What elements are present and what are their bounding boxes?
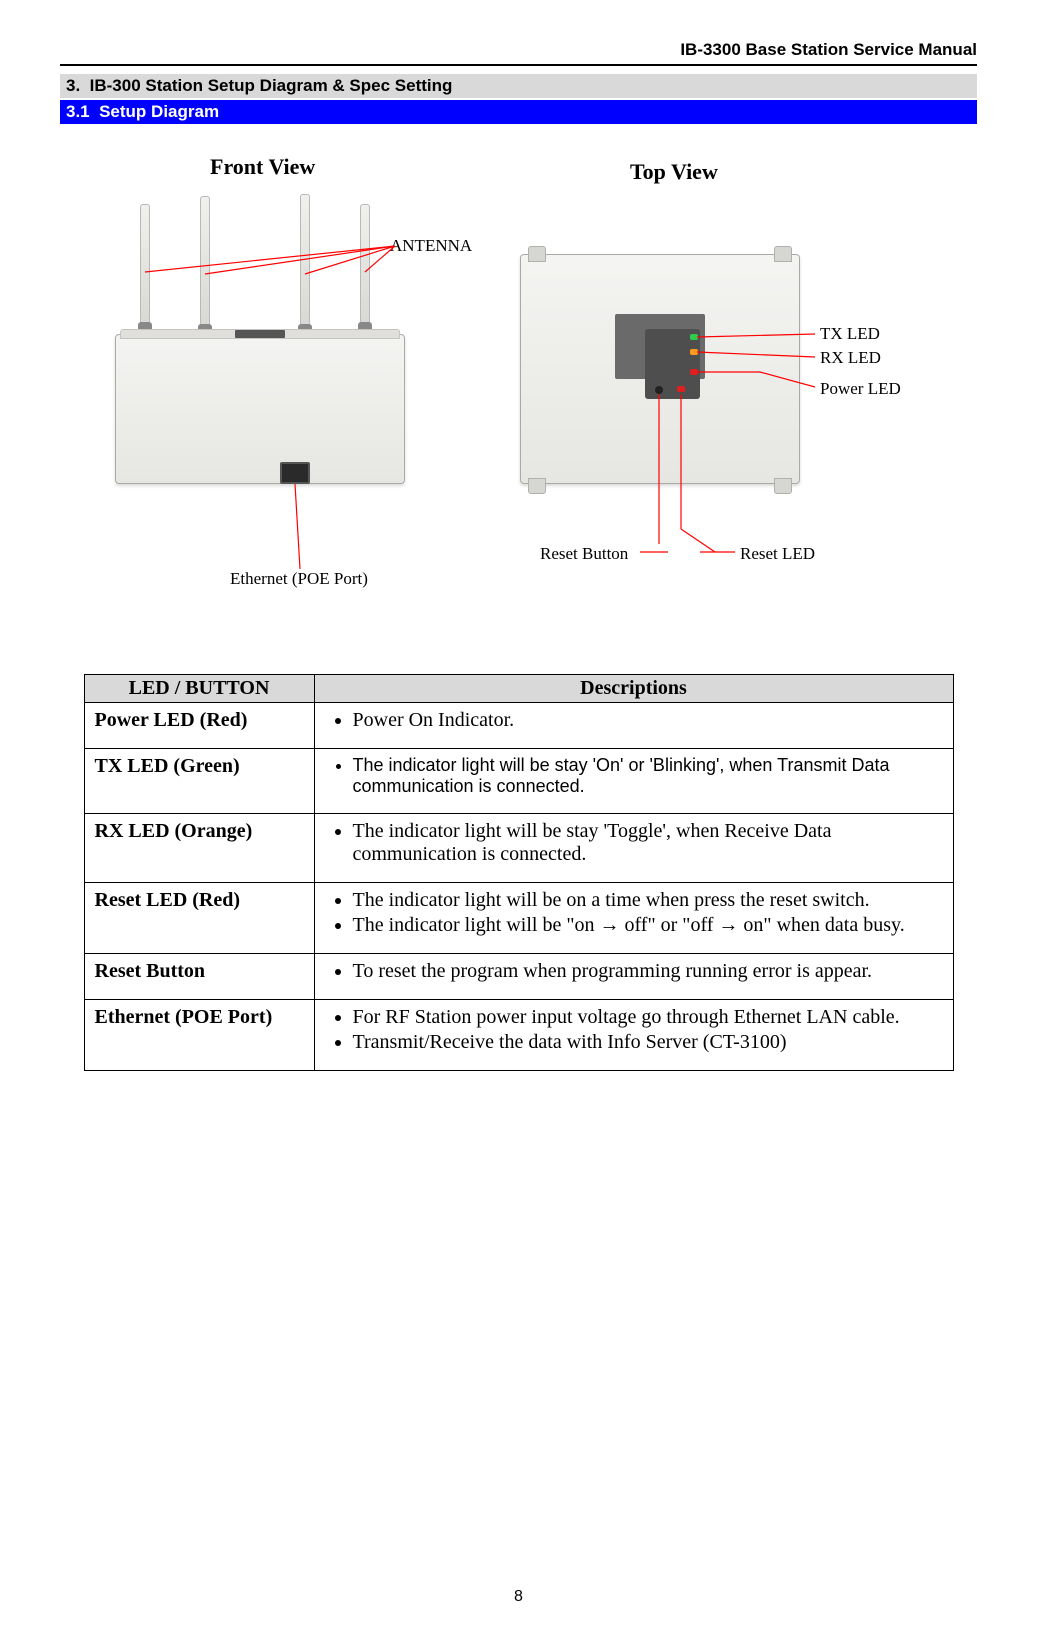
- page-number: 8: [0, 1588, 1037, 1606]
- row-desc-cell: Power On Indicator.: [314, 703, 953, 749]
- row-name-cell: RX LED (Orange): [84, 814, 314, 883]
- table-row: Reset LED (Red) The indicator light will …: [84, 883, 953, 954]
- document-header: IB-3300 Base Station Service Manual: [60, 40, 977, 66]
- row-desc-cell: The indicator light will be stay 'Toggle…: [314, 814, 953, 883]
- table-row: Power LED (Red) Power On Indicator.: [84, 703, 953, 749]
- row-desc-cell: The indicator light will be on a time wh…: [314, 883, 953, 954]
- desc-item: To reset the program when programming ru…: [353, 960, 943, 985]
- desc-list: The indicator light will be on a time wh…: [325, 889, 943, 939]
- desc-list: Power On Indicator.: [325, 709, 943, 734]
- row-name-cell: Ethernet (POE Port): [84, 1000, 314, 1071]
- desc-item: The indicator light will be stay 'On' or…: [353, 755, 943, 799]
- desc-item: The indicator light will be "on → off" o…: [353, 914, 943, 939]
- row-name-cell: TX LED (Green): [84, 749, 314, 814]
- top-callout-lines: [60, 154, 980, 604]
- section-title: IB-300 Station Setup Diagram & Spec Sett…: [90, 76, 453, 95]
- col-header-led-button: LED / BUTTON: [84, 675, 314, 703]
- subsection-title: Setup Diagram: [99, 102, 219, 121]
- row-name-cell: Reset Button: [84, 954, 314, 1000]
- subsection-number: 3.1: [66, 102, 90, 121]
- row-name-cell: Reset LED (Red): [84, 883, 314, 954]
- section-heading: 3. IB-300 Station Setup Diagram & Spec S…: [60, 74, 977, 98]
- setup-diagram: Front View ANTENNA Ethernet (POE Port) T…: [60, 154, 980, 614]
- desc-list: For RF Station power input voltage go th…: [325, 1006, 943, 1056]
- col-header-descriptions: Descriptions: [314, 675, 953, 703]
- table-row: Reset Button To reset the program when pr…: [84, 954, 953, 1000]
- desc-item: The indicator light will be on a time wh…: [353, 889, 943, 914]
- table-row: RX LED (Orange) The indicator light will …: [84, 814, 953, 883]
- desc-list: To reset the program when programming ru…: [325, 960, 943, 985]
- row-desc-cell: The indicator light will be stay 'On' or…: [314, 749, 953, 814]
- table-header-row: LED / BUTTON Descriptions: [84, 675, 953, 703]
- desc-list: The indicator light will be stay 'Toggle…: [325, 820, 943, 868]
- desc-item: Transmit/Receive the data with Info Serv…: [353, 1031, 943, 1056]
- desc-item: The indicator light will be stay 'Toggle…: [353, 820, 943, 868]
- table-row: Ethernet (POE Port) For RF Station power …: [84, 1000, 953, 1071]
- subsection-heading: 3.1 Setup Diagram: [60, 100, 977, 124]
- row-desc-cell: To reset the program when programming ru…: [314, 954, 953, 1000]
- row-name-cell: Power LED (Red): [84, 703, 314, 749]
- desc-item: Power On Indicator.: [353, 709, 943, 734]
- desc-item: For RF Station power input voltage go th…: [353, 1006, 943, 1031]
- desc-list: The indicator light will be stay 'On' or…: [325, 755, 943, 799]
- spec-table: LED / BUTTON Descriptions Power LED (Red…: [84, 674, 954, 1071]
- table-row: TX LED (Green) The indicator light will b…: [84, 749, 953, 814]
- section-number: 3.: [66, 76, 80, 95]
- row-desc-cell: For RF Station power input voltage go th…: [314, 1000, 953, 1071]
